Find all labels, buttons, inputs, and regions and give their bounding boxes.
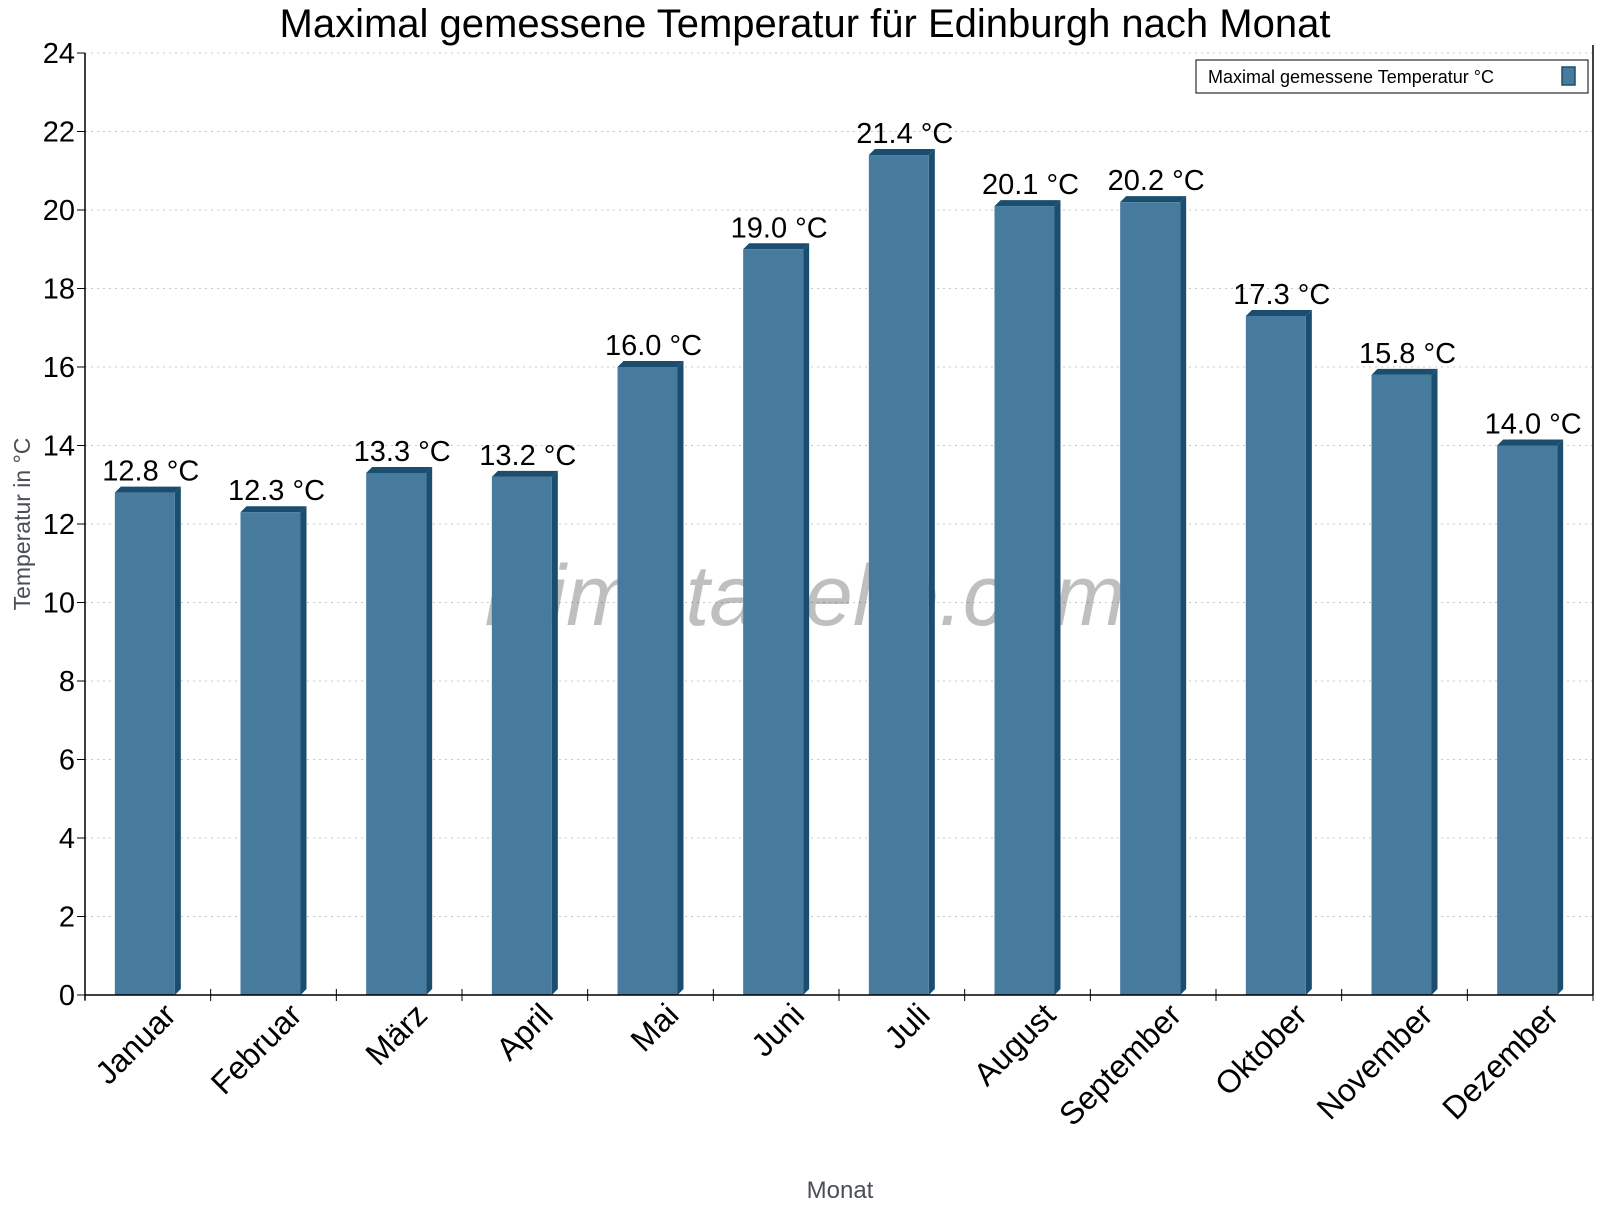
bar-top [1120,196,1187,203]
bar-side [551,470,558,995]
bar-side [174,486,181,995]
y-tick-label: 2 [59,902,75,934]
y-tick-label: 22 [43,117,75,149]
y-tick-label: 10 [43,588,75,620]
x-tick-label: März [358,996,434,1072]
bar-juni: 19.0 °C [731,212,828,995]
bar [114,492,175,995]
bar-november: 15.8 °C [1359,338,1456,996]
x-tick-label: November [1310,996,1440,1126]
bar-side [1557,439,1564,995]
bar-september: 20.2 °C [1108,165,1205,995]
y-tick-label: 16 [43,352,75,384]
y-tick-label: 6 [59,745,75,777]
x-tick-label: Februar [204,996,309,1101]
y-tick-label: 18 [43,274,75,306]
bar [994,206,1055,995]
x-tick-label: Juli [877,996,936,1055]
y-tick-label: 4 [59,823,75,855]
bar-top [491,470,558,477]
bar-side [677,361,684,995]
bar-top [240,506,307,513]
bar-top [868,149,935,156]
chart-title: Maximal gemessene Temperatur für Edinbur… [280,2,1331,46]
bar-top [366,466,433,473]
data-label: 20.1 °C [982,169,1079,201]
bar-top [114,486,181,493]
data-label: 13.3 °C [354,436,451,468]
bar-oktober: 17.3 °C [1233,279,1330,996]
bar-top [1245,309,1312,316]
bar-top [1497,439,1564,446]
bar [868,155,929,996]
bar-side [803,243,810,995]
y-tick-label: 12 [43,509,75,541]
y-axis-title: Temperatur in °C [9,438,35,611]
bar-januar: 12.8 °C [102,456,199,995]
bar [1497,445,1558,995]
x-tick-label: Dezember [1435,996,1565,1126]
bar-juli: 21.4 °C [856,118,953,996]
data-label: 12.3 °C [228,475,325,507]
data-label: 12.8 °C [102,456,199,488]
bar-side [928,149,935,996]
bar-top [617,361,684,367]
bar-side [1054,200,1061,995]
x-tick-label: Oktober [1208,996,1314,1102]
bar [366,472,427,996]
x-tick-label: August [967,996,1063,1092]
data-label: 20.2 °C [1108,165,1205,197]
bar [491,476,552,995]
bar-top [743,243,810,250]
bar-side [1305,309,1312,996]
y-tick-label: 14 [43,431,75,463]
data-label: 19.0 °C [731,212,828,244]
bar-top [1371,368,1438,375]
bar-side [1431,368,1438,996]
x-tick-label: Mai [624,996,686,1058]
bar-februar: 12.3 °C [228,475,325,995]
data-label: 21.4 °C [856,118,953,150]
legend-label: Maximal gemessene Temperatur °C [1208,67,1494,87]
data-label: 13.2 °C [479,440,576,472]
y-tick-label: 8 [59,666,75,698]
bar-side [426,466,433,996]
bar-april: 13.2 °C [479,440,576,995]
bar-mai: 16.0 °C [605,330,702,995]
data-label: 16.0 °C [605,330,702,362]
bar-side [300,506,307,995]
bar [743,249,804,995]
x-tick-label: Juni [744,996,811,1063]
bar-side [1180,196,1187,995]
bar [240,512,301,995]
x-tick-label: April [489,996,560,1067]
legend-swatch [1561,66,1576,86]
y-tick-label: 24 [43,38,75,70]
bar [1120,202,1181,995]
legend-box [1195,59,1589,94]
data-label: 14.0 °C [1485,409,1582,441]
bar [1371,374,1432,996]
data-label: 17.3 °C [1233,279,1330,311]
bar [1245,315,1306,996]
y-tick-label: 0 [59,980,75,1012]
x-axis-title: Monat [807,1177,874,1200]
bar-top [994,200,1061,207]
bar-august: 20.1 °C [982,169,1079,995]
x-tick-label: September [1052,996,1188,1132]
data-label: 15.8 °C [1359,338,1456,370]
bar [617,367,678,995]
bar-märz: 13.3 °C [354,436,451,996]
bar-dezember: 14.0 °C [1485,409,1582,995]
y-tick-label: 20 [43,195,75,227]
x-tick-label: Januar [88,996,183,1091]
bars: 12.8 °C 12.3 °C 13.3 °C 13.2 °C 16.0 °C 19.0 … [102,118,1582,996]
legend: Maximal gemessene Temperatur °C [1195,59,1589,94]
